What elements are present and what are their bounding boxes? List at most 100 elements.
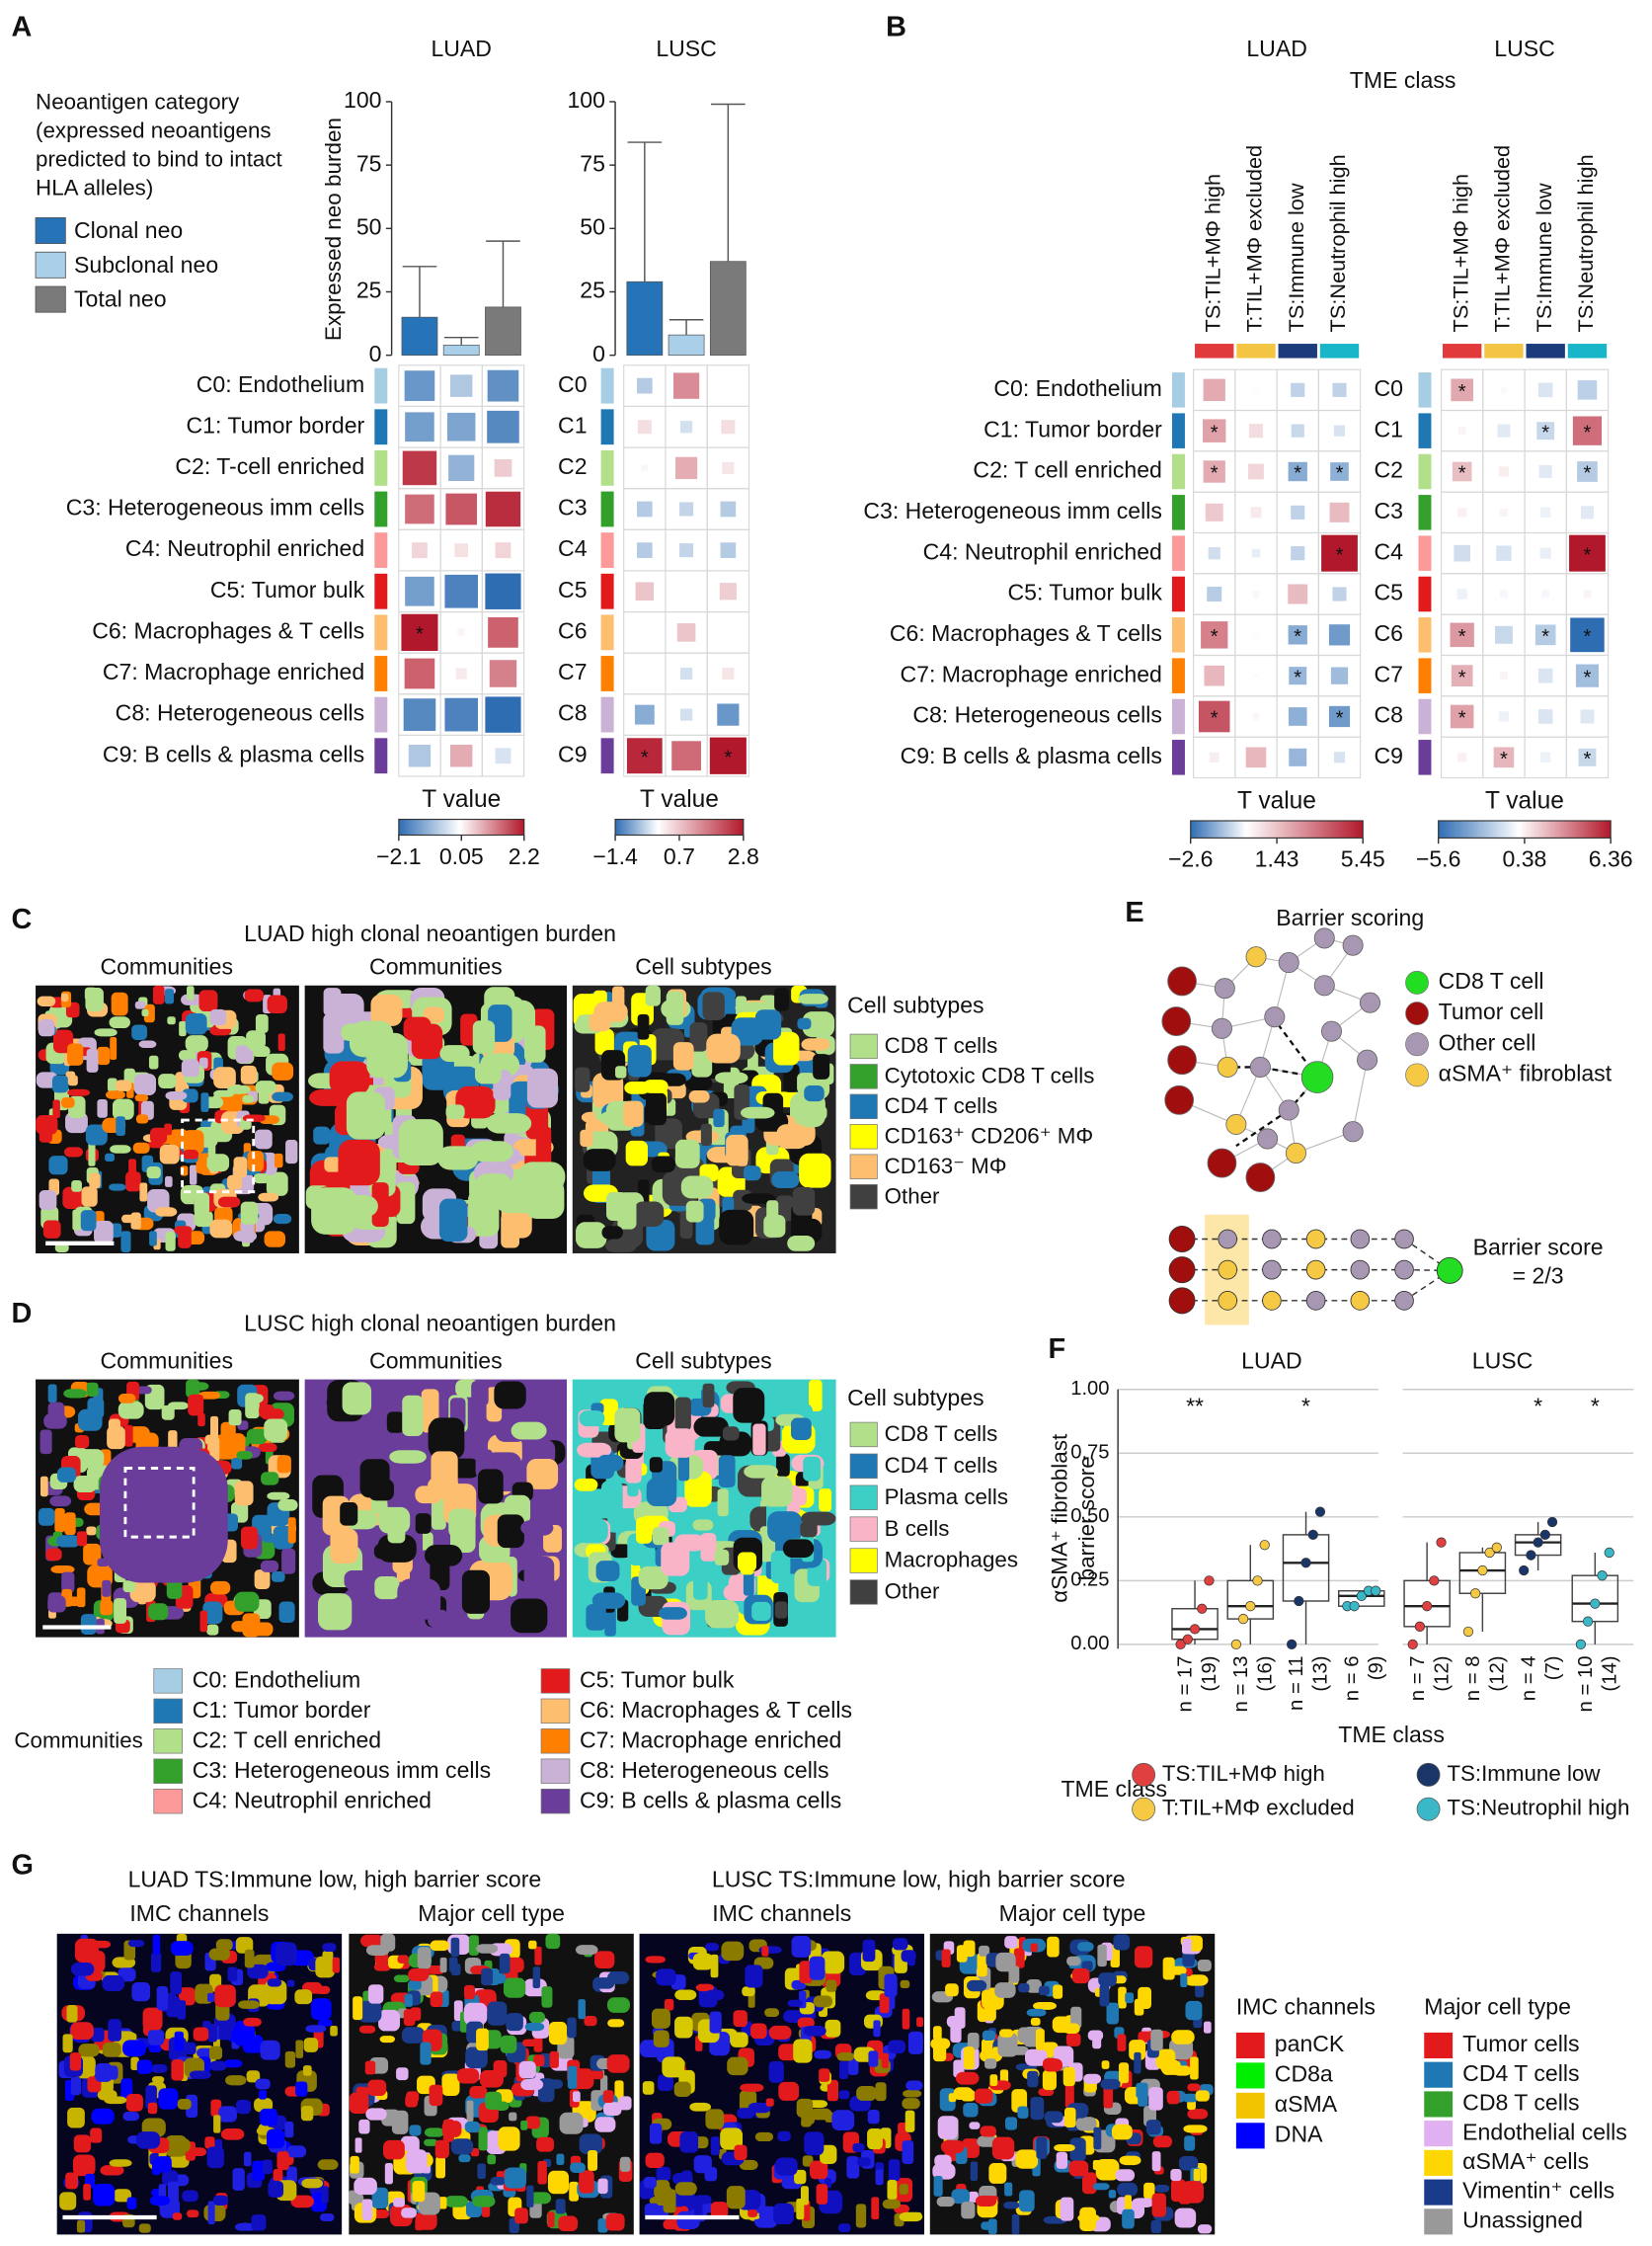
image-blob <box>761 1476 793 1507</box>
image-blob <box>498 2126 520 2151</box>
image-blob <box>693 1416 729 1437</box>
image-blob <box>646 1478 677 1507</box>
cohort-title: LUSC <box>1472 1347 1534 1373</box>
error-bar <box>486 240 520 307</box>
heat-cell <box>1541 590 1550 599</box>
image-blob <box>607 2019 625 2028</box>
image-blob <box>977 1953 987 1977</box>
image-blob <box>846 2156 860 2179</box>
image-blob <box>224 1433 246 1456</box>
image-blob <box>672 2172 693 2185</box>
image-blob <box>143 1003 155 1023</box>
n-label: (19) <box>1199 1655 1220 1691</box>
significance: * <box>1584 544 1592 566</box>
image-blob <box>537 2160 547 2185</box>
community-strip <box>1171 617 1185 653</box>
significance: * <box>1534 1394 1542 1419</box>
image-blob <box>1187 2083 1201 2092</box>
heat-cell <box>679 543 694 558</box>
significance: * <box>1584 463 1592 485</box>
image-blob <box>825 2112 834 2123</box>
image-blob <box>319 2213 335 2222</box>
image-blob <box>55 1535 81 1548</box>
heat-cell <box>1288 625 1307 645</box>
image-blob <box>389 1450 427 1464</box>
legend-label: Endothelial cells <box>1462 2119 1627 2144</box>
image-blob <box>572 2091 581 2103</box>
image-blob <box>189 2070 211 2079</box>
significance: * <box>1211 463 1219 485</box>
graph-node <box>1264 1006 1286 1028</box>
image-blob <box>287 1517 296 1544</box>
image-blob <box>1065 2033 1081 2046</box>
bar <box>668 334 705 357</box>
image-blob <box>689 1022 708 1052</box>
image-blob <box>1068 2160 1089 2177</box>
image-blob <box>85 1124 108 1146</box>
image-blob <box>198 1057 208 1069</box>
legend-swatch <box>1235 2032 1265 2059</box>
heat-cell <box>489 660 517 687</box>
image-blob <box>656 2166 671 2182</box>
heat-cell <box>495 542 511 559</box>
chain-node <box>1394 1259 1414 1280</box>
image-blob <box>689 2102 711 2112</box>
heat-cell <box>1450 704 1474 729</box>
image-blob <box>1117 2034 1127 2051</box>
column-color <box>1484 344 1524 359</box>
column-label: TS:Neutrophil high <box>1325 154 1350 332</box>
image-blob <box>892 1938 908 1951</box>
image-blob <box>776 1124 808 1150</box>
legend-label: C3: Heterogeneous imm cells <box>193 1757 491 1783</box>
image-blob <box>323 1013 345 1054</box>
image-blob <box>47 1595 66 1613</box>
image-blob <box>905 2110 915 2132</box>
legend-marker <box>1405 970 1429 995</box>
chain-node <box>1394 1290 1414 1311</box>
legend-label: CD4 T cells <box>885 1093 998 1118</box>
row-label: C4 <box>1374 538 1403 564</box>
graph-node <box>1164 1084 1195 1115</box>
image-blob <box>350 2155 359 2174</box>
image-blob <box>1011 2213 1020 2235</box>
image-blob <box>54 1508 65 1533</box>
image-blob <box>456 2068 480 2084</box>
image-blob <box>997 2033 1018 2057</box>
heat-cell <box>1577 379 1598 400</box>
community-strip <box>374 532 388 569</box>
image-blob <box>39 1429 52 1455</box>
image-blob <box>727 2056 748 2076</box>
image-blob <box>509 2112 517 2122</box>
image-blob <box>661 1542 690 1576</box>
heat-cell <box>1499 508 1508 517</box>
image-blob <box>159 1144 180 1164</box>
heat-cell <box>726 383 731 388</box>
image-blob <box>207 1992 215 2002</box>
image-blob <box>448 1508 476 1539</box>
chain-edge <box>1404 1268 1451 1272</box>
image-blob <box>51 1075 69 1093</box>
image-blob <box>1124 2195 1132 2210</box>
significance: ** <box>1186 1394 1204 1419</box>
legend-swatch <box>849 1516 878 1542</box>
image-blob <box>196 1153 210 1174</box>
image-blob <box>569 2181 580 2202</box>
image-blob <box>809 1105 827 1120</box>
community-strip <box>374 656 388 691</box>
legend-label: CD4 T cells <box>1462 2060 1579 2086</box>
significance: * <box>1294 626 1301 648</box>
heat-cell <box>1207 586 1222 602</box>
image-blob <box>719 1209 754 1245</box>
image-blob <box>242 1114 266 1122</box>
image-blob <box>651 2008 670 2029</box>
graph-node <box>1278 1099 1299 1121</box>
heat-cell <box>495 748 511 764</box>
legend-label: B cells <box>885 1516 950 1541</box>
image-blob <box>787 1235 816 1251</box>
image-blob <box>604 1239 637 1252</box>
image-blob <box>881 2052 889 2068</box>
image-blob <box>674 2182 697 2196</box>
n-label: n = 11 <box>1286 1655 1307 1710</box>
image-blob <box>209 1219 233 1239</box>
box-point <box>1286 1639 1298 1650</box>
